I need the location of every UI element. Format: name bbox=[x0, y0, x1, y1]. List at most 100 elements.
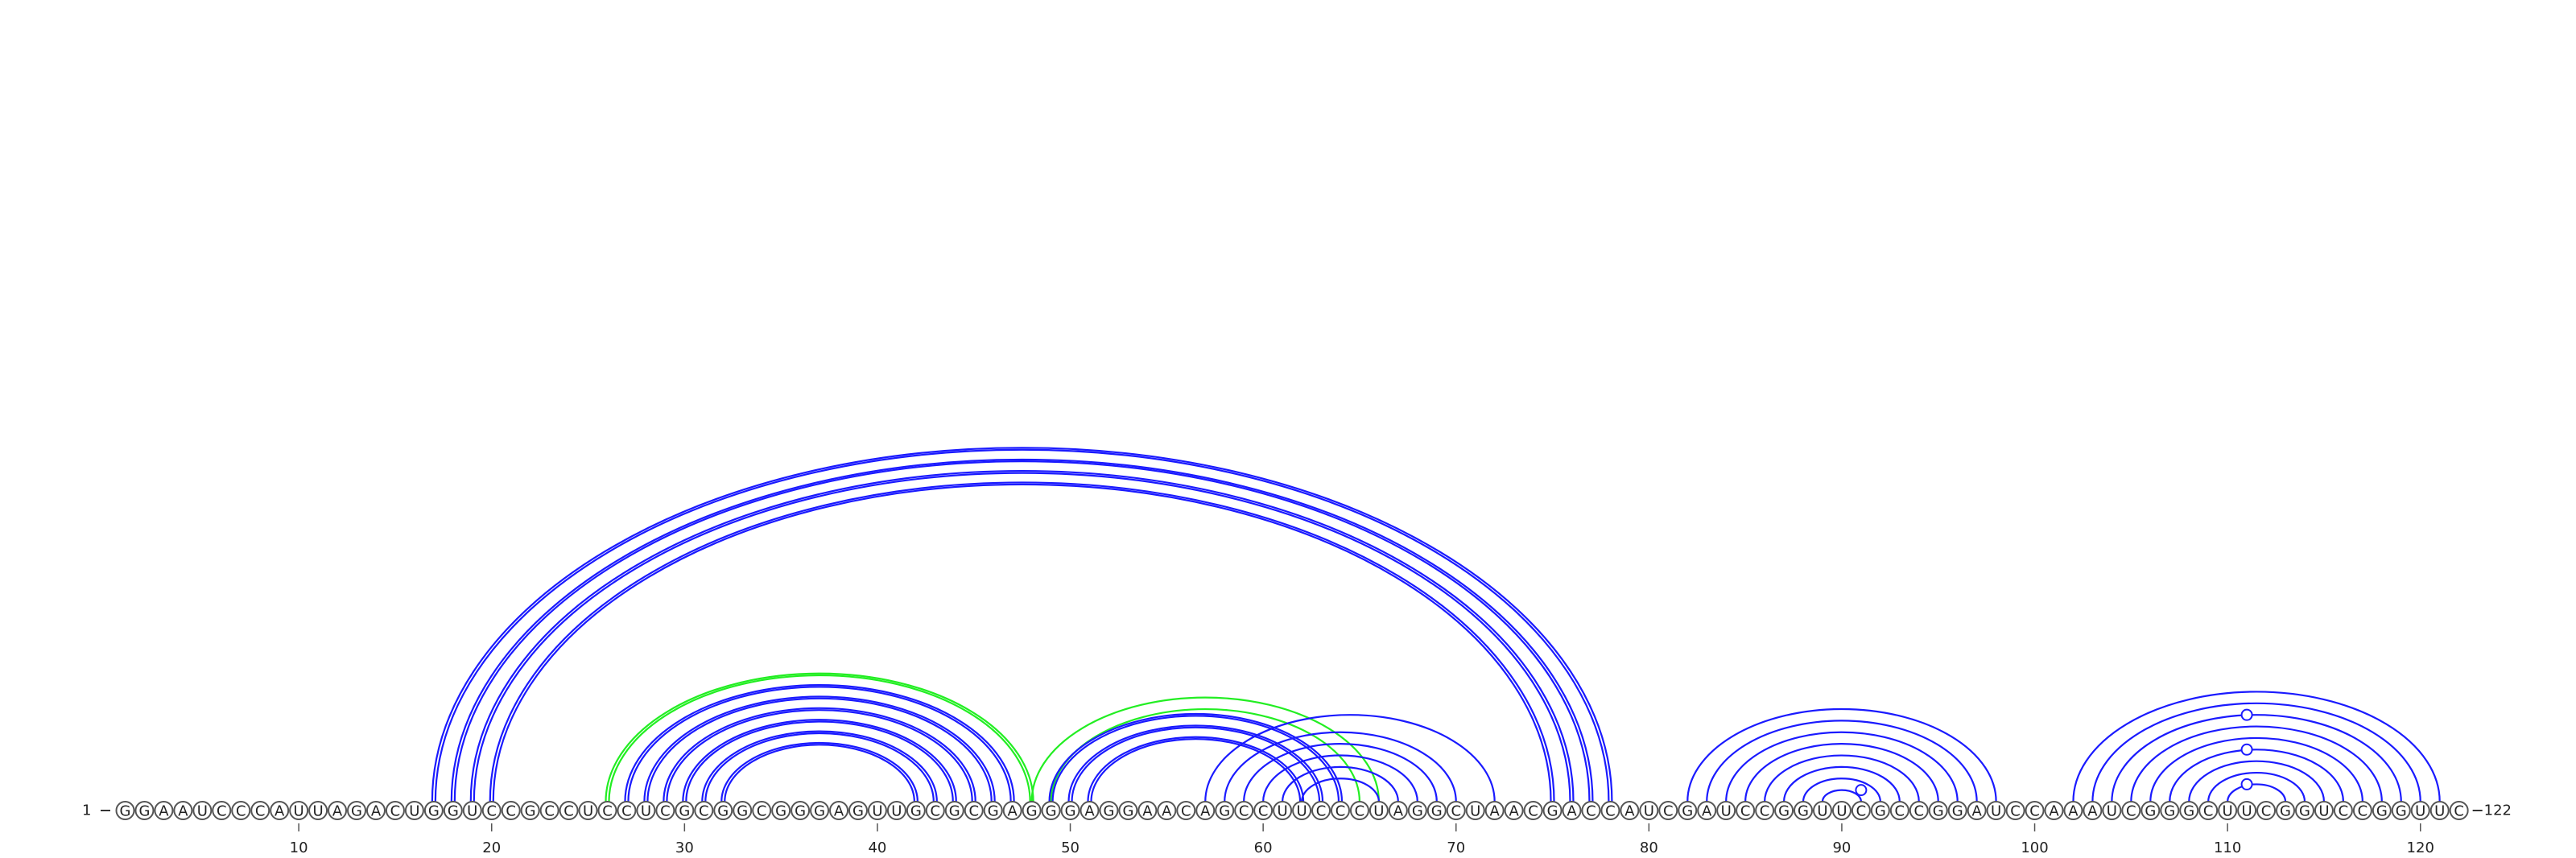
nucleotide-circle bbox=[1407, 801, 1427, 820]
nucleotide-circle bbox=[1986, 801, 2006, 820]
nucleotide-circle bbox=[1060, 801, 1080, 820]
nucleotide-letter: C bbox=[1663, 803, 1674, 820]
nucleotide-circle bbox=[1273, 801, 1293, 820]
nucleotide-circle bbox=[481, 801, 502, 820]
nucleotide-circle bbox=[2410, 801, 2430, 820]
nucleotide-circle bbox=[1755, 801, 1775, 820]
nucleotide-circle bbox=[2429, 801, 2450, 820]
nucleotide-letter: C bbox=[2358, 803, 2368, 820]
nucleotide-circle bbox=[2218, 801, 2238, 820]
nucleotide-circle bbox=[733, 801, 753, 820]
tick-label: 40 bbox=[868, 839, 886, 856]
nucleotide-circle bbox=[2294, 801, 2314, 820]
nucleotide-letter: A bbox=[1142, 803, 1153, 820]
base-pair-arc bbox=[643, 695, 996, 802]
nucleotide-letter: G bbox=[1046, 803, 1057, 820]
nucleotide-letter: C bbox=[1451, 803, 1461, 820]
arc-marker bbox=[2240, 708, 2253, 721]
nucleotide-letter: G bbox=[988, 803, 999, 820]
nucleotide-letter: C bbox=[1528, 803, 1538, 820]
base-pair-arc bbox=[489, 481, 1555, 802]
nucleotide-circle bbox=[597, 801, 617, 820]
nucleotide-letter: G bbox=[120, 803, 131, 820]
nucleotide-letter: U bbox=[872, 803, 882, 820]
nucleotide-letter: G bbox=[2164, 803, 2175, 820]
base-pair-arc bbox=[2130, 725, 2383, 802]
nucleotide-circle bbox=[886, 801, 906, 820]
nucleotide-circle bbox=[2121, 801, 2141, 820]
nucleotide-letter: C bbox=[602, 803, 613, 820]
nucleotide-circle bbox=[212, 801, 232, 820]
nucleotide-circle bbox=[231, 801, 251, 820]
nucleotide-circle bbox=[1542, 801, 1563, 820]
nucleotide-letter: C bbox=[699, 803, 709, 820]
nucleotide-circle bbox=[1311, 801, 1331, 820]
nucleotide-letter: U bbox=[467, 803, 477, 820]
nucleotide-letter: G bbox=[2145, 803, 2156, 820]
nucleotide-circle bbox=[2198, 801, 2219, 820]
nucleotide-letter: A bbox=[1200, 803, 1211, 820]
nucleotide-circle bbox=[1002, 801, 1022, 820]
nucleotide-letter: A bbox=[178, 803, 188, 820]
nucleotide-letter: C bbox=[544, 803, 555, 820]
nucleotide-letter: C bbox=[968, 803, 979, 820]
nucleotide-letter: U bbox=[294, 803, 304, 820]
base-pair-arc bbox=[1067, 724, 1324, 802]
nucleotide-letter: G bbox=[1219, 803, 1230, 820]
nucleotide-letter: U bbox=[583, 803, 593, 820]
nucleotide-letter: C bbox=[1181, 803, 1191, 820]
nucleotide-letter: U bbox=[1836, 803, 1847, 820]
nucleotide-circle bbox=[617, 801, 637, 820]
nucleotide-letter: A bbox=[834, 803, 844, 820]
nucleotide-letter: A bbox=[371, 803, 382, 820]
nucleotide-circle bbox=[250, 801, 270, 820]
nucleotide-circle bbox=[1234, 801, 1254, 820]
nucleotide-circle bbox=[1022, 801, 1042, 820]
nucleotide-circle bbox=[810, 801, 830, 820]
sequence-end-label: 122 bbox=[2484, 802, 2512, 819]
tick-label: 60 bbox=[1254, 839, 1273, 856]
nucleotide-letter: G bbox=[2376, 803, 2388, 820]
nucleotide-letter: C bbox=[564, 803, 574, 820]
nucleotide-circle bbox=[2256, 801, 2277, 820]
nucleotide-circle bbox=[2005, 801, 2025, 820]
nucleotide-circle bbox=[1388, 801, 1408, 820]
nucleotide-circle bbox=[2102, 801, 2122, 820]
nucleotide-letter: G bbox=[2183, 803, 2194, 820]
nucleotide-letter: G bbox=[737, 803, 748, 820]
nucleotide-circle bbox=[1349, 801, 1369, 820]
nucleotide-circle bbox=[270, 801, 290, 820]
nucleotide-letter: C bbox=[2203, 803, 2214, 820]
nucleotide-letter: C bbox=[1316, 803, 1327, 820]
nucleotide-circle bbox=[2372, 801, 2392, 820]
nucleotide-circle bbox=[1831, 801, 1852, 820]
nucleotide-circle bbox=[328, 801, 348, 820]
nucleotide-circle bbox=[2160, 801, 2180, 820]
base-pair-arc bbox=[2188, 760, 2326, 802]
nucleotide-circle bbox=[2044, 801, 2064, 820]
nucleotide-circle bbox=[675, 801, 695, 820]
nucleotide-circle bbox=[1678, 801, 1698, 820]
nucleotide-circle bbox=[906, 801, 926, 820]
base-pair-arc bbox=[1802, 778, 1881, 802]
nucleotide-letter: U bbox=[1296, 803, 1307, 820]
base-pair-arc bbox=[1050, 707, 1361, 802]
nucleotide-letter: U bbox=[1991, 803, 2001, 820]
nucleotide-letter: A bbox=[1624, 803, 1635, 820]
nucleotide-letter: G bbox=[1065, 803, 1076, 820]
nucleotide-letter: A bbox=[332, 803, 343, 820]
nucleotide-circle bbox=[1176, 801, 1196, 820]
arc-marker bbox=[2240, 743, 2253, 756]
nucleotide-letter: C bbox=[1605, 803, 1616, 820]
nucleotide-letter: G bbox=[1431, 803, 1443, 820]
base-pair-arc bbox=[1300, 778, 1380, 802]
nucleotide-letter: C bbox=[1239, 803, 1249, 820]
base-pair-arc bbox=[2111, 714, 2402, 802]
nucleotide-letter: U bbox=[2318, 803, 2329, 820]
nucleotide-letter: U bbox=[2434, 803, 2445, 820]
nucleotide-circle bbox=[365, 801, 386, 820]
base-pair-arc bbox=[724, 744, 915, 802]
nucleotide-circle bbox=[501, 801, 521, 820]
sequence-start-label: 1 bbox=[82, 802, 91, 819]
nucleotide-circle bbox=[173, 801, 193, 820]
